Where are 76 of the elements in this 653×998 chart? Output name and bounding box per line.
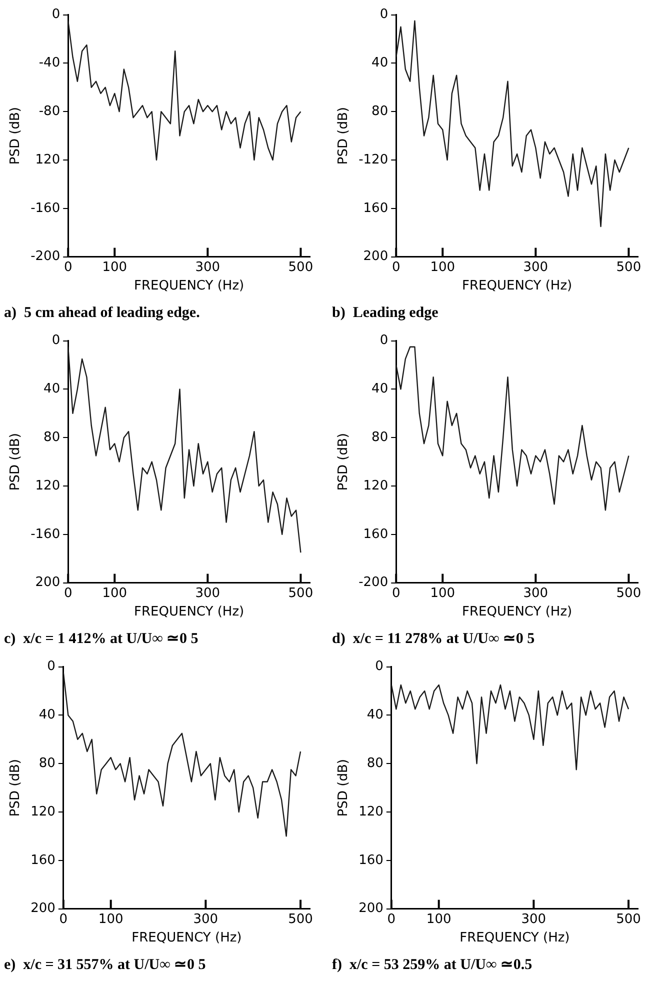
y-axis-title: PSD (dB) xyxy=(8,433,24,491)
y-tick-label: 160 xyxy=(363,526,388,542)
x-tick-label: 300 xyxy=(195,260,220,275)
x-tick-label: 100 xyxy=(426,912,452,927)
text: c) x/c = 1 412% at U/U∞ ≃0 5 xyxy=(4,630,198,647)
y-tick-label: 120 xyxy=(35,152,60,168)
y-tick-label: 120 xyxy=(358,804,384,820)
text: b) Leading edge xyxy=(332,304,439,321)
y-tick-label: 0 xyxy=(52,333,60,348)
x-axis-title: FREQUENCY (Hz) xyxy=(462,604,572,620)
x-tick-label: 0 xyxy=(64,260,72,275)
x-tick-label: 500 xyxy=(288,912,313,927)
x-tick-label: 500 xyxy=(616,912,641,927)
x-axis-title: FREQUENCY (Hz) xyxy=(460,930,570,946)
y-tick-label: -40 xyxy=(38,56,60,71)
y-tick-label: -120 xyxy=(358,152,388,168)
y-tick-label: 200 xyxy=(35,575,60,590)
y-tick-label: -160 xyxy=(30,526,60,542)
y-axis-title: PSD (dB) xyxy=(8,107,24,165)
x-tick-label: 100 xyxy=(430,260,456,275)
x-tick-label: 500 xyxy=(288,260,314,275)
y-tick-label: 0 xyxy=(47,659,56,674)
x-tick-label: 100 xyxy=(102,260,128,275)
y-tick-label: 200 xyxy=(358,901,384,916)
x-tick-label: 0 xyxy=(392,260,400,275)
y-tick-label: -200 xyxy=(358,575,388,590)
x-tick-label: 300 xyxy=(521,912,546,927)
y-tick-label: 200 xyxy=(30,901,56,916)
y-tick-label: 40 xyxy=(372,382,388,397)
y-axis-title: PSD (dB) xyxy=(8,759,24,817)
x-tick-label: 0 xyxy=(392,586,400,601)
y-tick-label: 160 xyxy=(30,852,56,868)
x-tick-label: 300 xyxy=(195,586,220,601)
x-tick-label: 500 xyxy=(616,586,642,601)
y-axis-title: PSD (dB) xyxy=(336,433,352,491)
text: f) x/c = 53 259% at U/U∞ ≃0.5 xyxy=(332,956,532,973)
y-tick-label: 80 xyxy=(372,430,388,445)
y-tick-label: -160 xyxy=(30,200,60,216)
y-axis-title: PSD (dB) xyxy=(336,759,352,817)
x-tick-label: 500 xyxy=(616,260,642,275)
x-tick-label: 300 xyxy=(523,586,548,601)
y-tick-label: -200 xyxy=(30,249,60,264)
y-tick-label: 0 xyxy=(375,659,384,674)
y-tick-label: 0 xyxy=(52,7,60,22)
y-tick-label: 120 xyxy=(35,478,60,494)
y-axis-title: PSD (dB) xyxy=(336,107,352,165)
y-tick-label: -80 xyxy=(38,104,60,119)
y-tick-label: 80 xyxy=(372,104,388,119)
y-tick-label: 80 xyxy=(366,756,384,771)
y-tick-label: 40 xyxy=(44,382,60,397)
x-axis-title: FREQUENCY (Hz) xyxy=(132,930,242,946)
y-tick-label: 160 xyxy=(363,200,388,216)
x-tick-label: 100 xyxy=(98,912,124,927)
x-tick-label: 0 xyxy=(64,586,72,601)
x-tick-label: 300 xyxy=(193,912,218,927)
x-axis-title: FREQUENCY (Hz) xyxy=(134,604,244,620)
x-tick-label: 300 xyxy=(523,260,548,275)
y-tick-label: 0 xyxy=(380,7,388,22)
y-tick-label: 120 xyxy=(30,804,56,820)
x-tick-label: 100 xyxy=(430,586,456,601)
y-tick-label: 0 xyxy=(380,333,388,348)
y-tick-label: 80 xyxy=(44,430,60,445)
y-tick-label: 40 xyxy=(372,56,388,71)
y-tick-label: 40 xyxy=(366,708,384,723)
x-axis-title: FREQUENCY (Hz) xyxy=(462,278,572,294)
text: e) x/c = 31 557% at U/U∞ ≃0 5 xyxy=(4,956,206,973)
text: a) 5 cm ahead of leading edge. xyxy=(4,304,200,321)
y-tick-label: 160 xyxy=(358,852,384,868)
y-tick-label: 120 xyxy=(363,478,388,494)
y-tick-label: 40 xyxy=(38,708,56,723)
text: d) x/c = 11 278% at U/U∞ ≃0 5 xyxy=(332,630,535,647)
x-tick-label: 100 xyxy=(102,586,128,601)
y-tick-label: 80 xyxy=(38,756,56,771)
x-axis-title: FREQUENCY (Hz) xyxy=(134,278,244,294)
x-tick-label: 500 xyxy=(288,586,314,601)
y-tick-label: 200 xyxy=(363,249,388,264)
